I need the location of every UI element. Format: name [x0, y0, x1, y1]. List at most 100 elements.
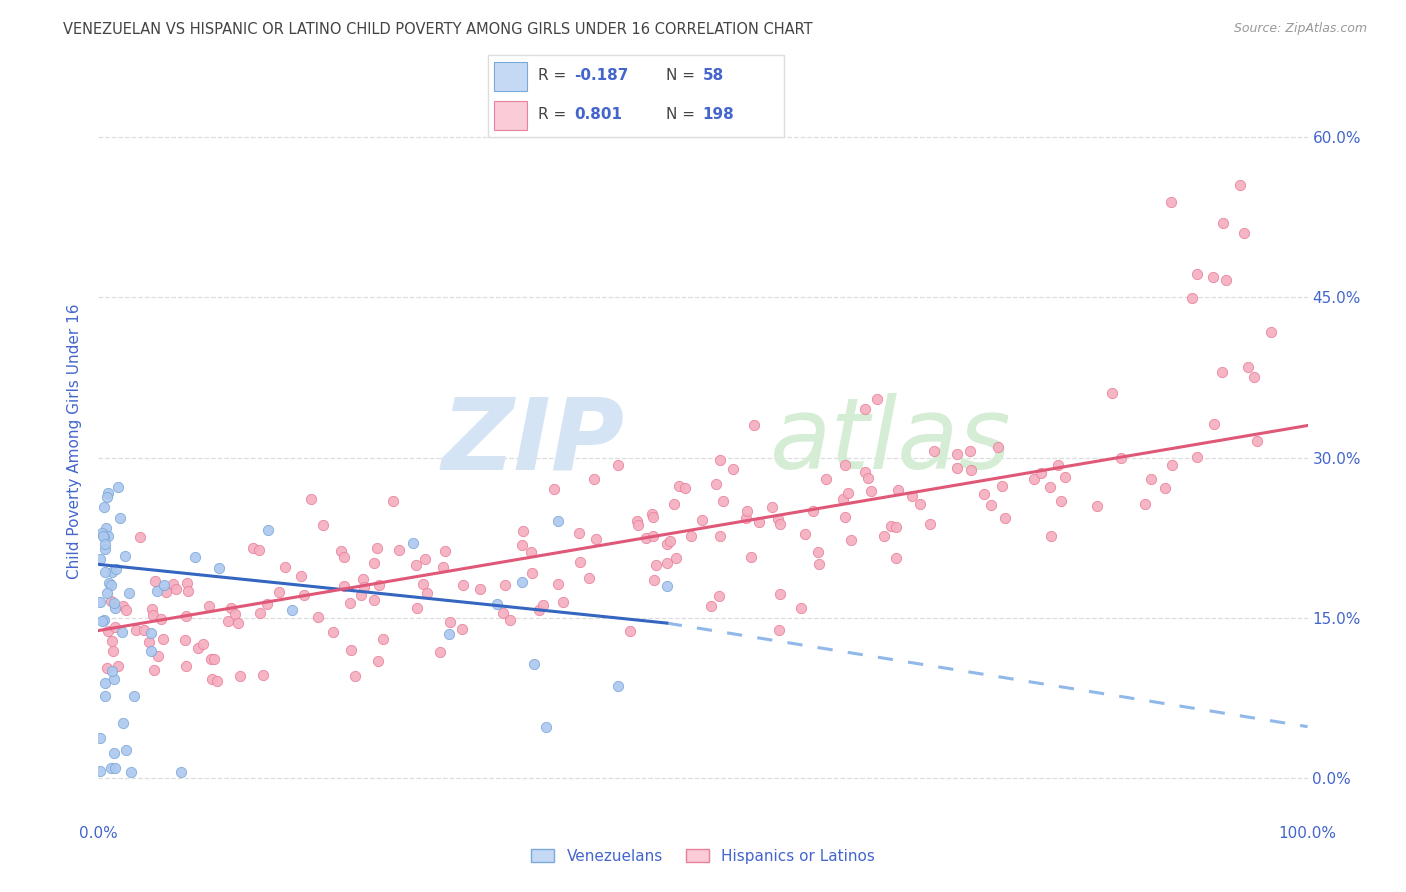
- Point: [768, 511, 790, 525]
- Point: [274, 559, 297, 574]
- Point: [1161, 458, 1184, 472]
- Point: [866, 392, 889, 407]
- Point: [112, 599, 135, 614]
- Point: [529, 603, 551, 617]
- Point: [226, 615, 249, 630]
- Point: [1054, 470, 1077, 484]
- Point: [117, 586, 139, 600]
- Point: [568, 525, 591, 540]
- Point: [790, 600, 813, 615]
- Point: [735, 511, 758, 525]
- Point: [89, 731, 111, 745]
- Point: [134, 624, 156, 638]
- Point: [382, 493, 405, 508]
- Point: [1181, 291, 1204, 305]
- Point: [252, 668, 274, 682]
- Point: [104, 761, 127, 775]
- Point: [101, 664, 124, 678]
- Point: [402, 535, 425, 549]
- Point: [208, 561, 231, 575]
- Point: [655, 579, 678, 593]
- Text: R =: R =: [538, 69, 571, 84]
- Point: [748, 515, 770, 529]
- Point: [97, 624, 120, 639]
- Point: [94, 520, 117, 534]
- FancyBboxPatch shape: [494, 101, 527, 130]
- Y-axis label: Child Poverty Among Girls Under 16: Child Poverty Among Girls Under 16: [67, 304, 83, 579]
- Point: [987, 440, 1010, 454]
- Point: [512, 524, 534, 538]
- Point: [884, 551, 907, 566]
- Point: [641, 509, 664, 524]
- Point: [1237, 359, 1260, 374]
- Point: [946, 461, 969, 475]
- Point: [815, 472, 838, 486]
- Point: [91, 529, 114, 543]
- Point: [769, 587, 792, 601]
- Point: [619, 624, 641, 639]
- Point: [1031, 467, 1053, 481]
- Point: [664, 497, 686, 511]
- Point: [165, 582, 187, 596]
- Point: [470, 582, 492, 597]
- Point: [1109, 450, 1132, 465]
- Point: [90, 526, 112, 541]
- Point: [312, 517, 335, 532]
- Point: [607, 679, 630, 693]
- Point: [97, 576, 120, 591]
- Point: [363, 592, 385, 607]
- Point: [922, 443, 945, 458]
- Point: [543, 483, 565, 497]
- Point: [366, 541, 388, 555]
- Point: [873, 529, 896, 543]
- Point: [139, 626, 162, 640]
- Point: [994, 511, 1017, 525]
- Point: [626, 514, 648, 528]
- Point: [1160, 194, 1182, 209]
- Point: [143, 574, 166, 589]
- Point: [673, 481, 696, 495]
- Point: [547, 577, 569, 591]
- Point: [138, 635, 160, 649]
- Point: [636, 531, 658, 545]
- Point: [108, 510, 131, 524]
- Point: [645, 558, 668, 573]
- Point: [202, 651, 225, 665]
- Point: [439, 615, 461, 630]
- Point: [103, 601, 125, 615]
- Point: [494, 577, 516, 591]
- Point: [217, 614, 239, 628]
- Point: [200, 673, 222, 687]
- Point: [94, 675, 117, 690]
- Point: [547, 514, 569, 528]
- Point: [437, 627, 460, 641]
- Point: [551, 595, 574, 609]
- Point: [668, 479, 690, 493]
- Point: [886, 483, 908, 497]
- Point: [413, 552, 436, 566]
- Point: [512, 538, 534, 552]
- Point: [103, 672, 125, 686]
- Point: [709, 528, 731, 542]
- Point: [523, 657, 546, 671]
- Text: Source: ZipAtlas.com: Source: ZipAtlas.com: [1233, 22, 1367, 36]
- Point: [112, 715, 135, 730]
- Point: [107, 480, 129, 494]
- Point: [1246, 434, 1268, 448]
- Point: [187, 640, 209, 655]
- Point: [343, 669, 366, 683]
- Point: [569, 555, 592, 569]
- Point: [879, 519, 901, 533]
- Point: [1187, 267, 1209, 281]
- Point: [578, 571, 600, 585]
- Point: [1260, 326, 1282, 340]
- Point: [200, 651, 222, 665]
- Point: [832, 491, 855, 506]
- Point: [534, 720, 557, 734]
- Point: [292, 588, 315, 602]
- Point: [711, 493, 734, 508]
- Point: [707, 589, 730, 603]
- Point: [184, 550, 207, 565]
- Point: [256, 523, 278, 537]
- Point: [100, 634, 122, 648]
